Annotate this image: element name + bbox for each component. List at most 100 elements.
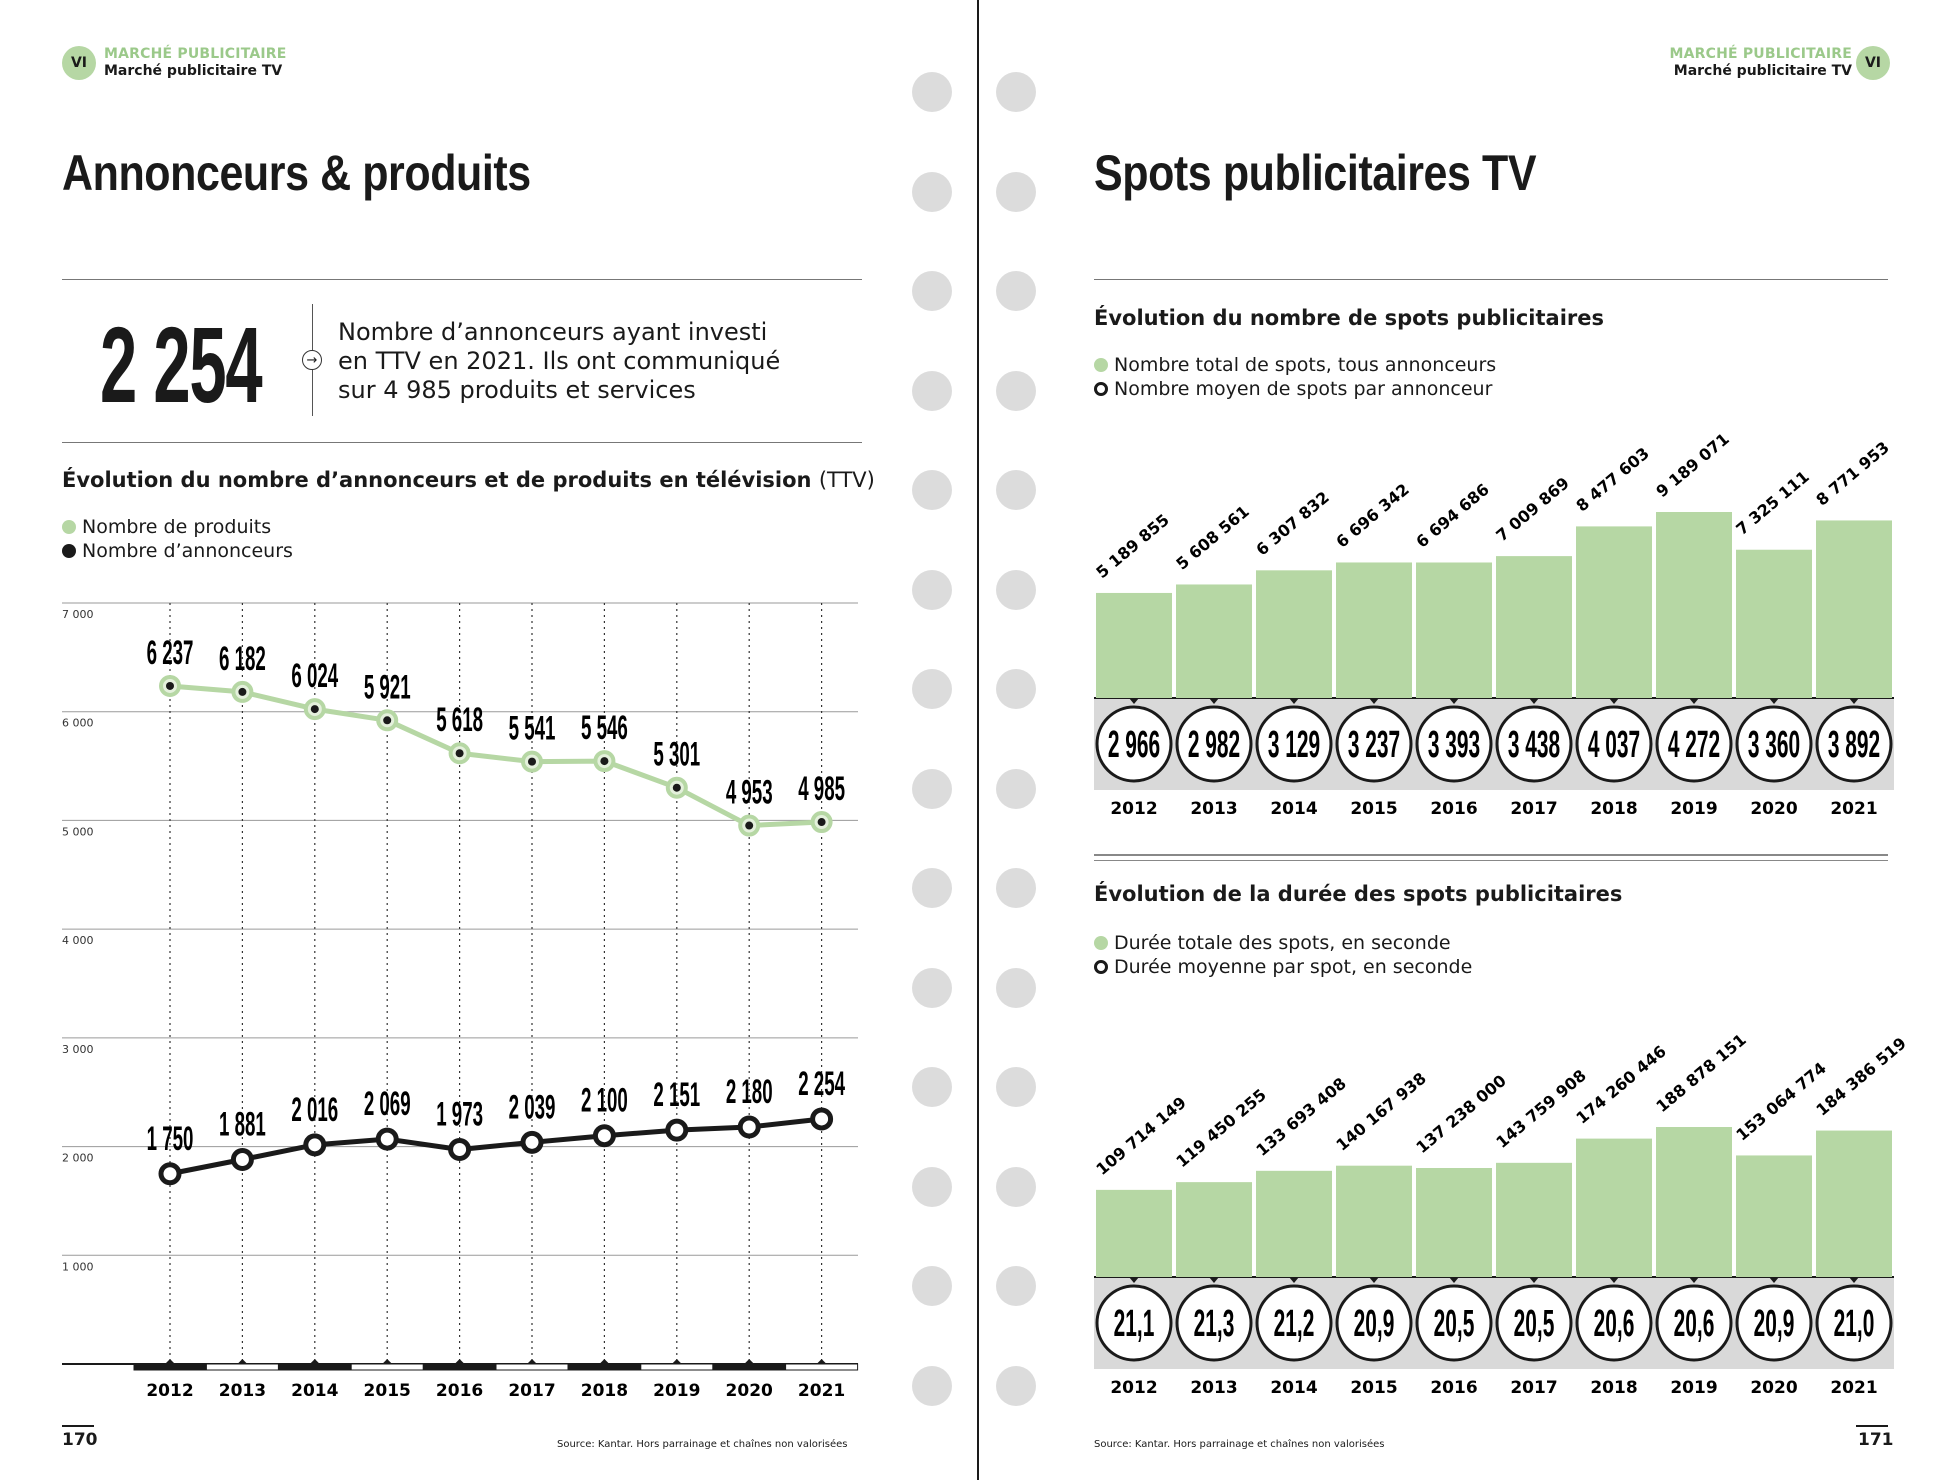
x-tick-label: 2012: [1110, 1378, 1157, 1398]
legend-label: Nombre moyen de spots par annonceur: [1114, 378, 1493, 400]
binder-ring: [912, 1067, 952, 1107]
binder-ring: [996, 1266, 1036, 1306]
x-tick-label: 2019: [1670, 1378, 1717, 1398]
data-label-annonceurs: 2 039: [509, 1087, 556, 1125]
point-annonceurs: [737, 1115, 761, 1139]
chart2-title: Évolution de la durée des spots publicit…: [1094, 882, 1623, 906]
axis-tick-marker: [382, 1359, 393, 1364]
average-circle: [1415, 705, 1493, 783]
axis-tick-marker: [165, 1359, 175, 1364]
binder-ring: [912, 171, 952, 212]
binder-ring: [996, 171, 1036, 212]
average-circle: [1655, 705, 1733, 783]
average-circle: [1095, 705, 1173, 783]
bar: [1576, 526, 1652, 698]
chart-title-text: Évolution du nombre d’annonceurs et de p…: [62, 468, 812, 492]
divider-top-right: [1094, 279, 1888, 280]
binder-ring: [912, 271, 952, 311]
legend-label: Nombre total de spots, tous annonceurs: [1114, 354, 1497, 376]
binder-ring: [912, 967, 952, 1008]
band-marker: [1849, 1277, 1859, 1283]
binder-ring: [912, 669, 952, 709]
legend-item-annonceurs: Nombre d’annonceurs: [62, 540, 293, 562]
y-tick-label: 1 000: [62, 1260, 94, 1273]
point-center: [166, 681, 174, 690]
point-annonceurs: [810, 1107, 834, 1131]
bar: [1576, 1138, 1652, 1277]
legend-swatch-green: [1094, 936, 1108, 950]
legend-item-produits: Nombre de produits: [62, 516, 271, 538]
page-number-left: 170: [62, 1430, 98, 1450]
legend-swatch-green: [1094, 358, 1108, 372]
axis-tick-marker: [816, 1359, 827, 1364]
data-label-produits: 5 618: [436, 700, 483, 738]
average-label: 21,2: [1274, 1303, 1315, 1345]
x-tick-label: 2013: [1190, 1378, 1237, 1398]
band-marker: [1449, 1277, 1459, 1283]
line-chart: 1 000 2 000 3 000 4 000 5 000 6 000 7 000 2012 2…: [62, 602, 859, 1401]
source-left: Source: Kantar. Hors parrainage et chaîn…: [557, 1439, 848, 1450]
average-label: 20,6: [1674, 1303, 1715, 1345]
average-label: 4 037: [1588, 724, 1640, 766]
data-label-produits: 4 953: [726, 773, 773, 811]
x-tick-label: 2014: [291, 1381, 338, 1401]
bar: [1096, 1189, 1172, 1277]
band-marker: [1609, 1277, 1619, 1283]
x-tick-label: 2014: [1270, 799, 1317, 819]
legend-swatch-ring: [1094, 960, 1108, 974]
binder-ring: [996, 470, 1036, 510]
data-label-annonceurs: 1 881: [219, 1105, 266, 1143]
binder-ring: [996, 669, 1036, 709]
band-marker: [1209, 1277, 1219, 1283]
average-circle: [1815, 705, 1893, 783]
band-marker: [1849, 698, 1859, 704]
x-tick-label: 2019: [653, 1381, 700, 1401]
bar: [1656, 1127, 1732, 1277]
binder-ring: [996, 569, 1036, 610]
binder-ring: [912, 1166, 952, 1207]
point-annonceurs: [158, 1162, 182, 1186]
chapter-badge-right: VI: [1856, 46, 1890, 80]
average-circle: [1815, 1284, 1893, 1362]
kpi-value: 2 254: [100, 304, 263, 425]
legend-swatch-ring: [1094, 382, 1108, 396]
page-title-left: Annonceurs & produits: [62, 145, 531, 201]
average-circle: [1495, 1284, 1573, 1362]
legend-label: Durée moyenne par spot, en seconde: [1114, 956, 1473, 978]
binder-ring: [996, 868, 1036, 908]
x-tick-label: 2015: [1350, 1378, 1397, 1398]
section-label-right: MARCHÉ PUBLICITAIRE: [1669, 46, 1852, 62]
average-circle: [1495, 705, 1573, 783]
average-circle: [1655, 1284, 1733, 1362]
x-tick-label: 2012: [146, 1381, 193, 1401]
binder-ring: [996, 1166, 1036, 1207]
band-marker: [1689, 698, 1699, 704]
band-marker: [1369, 698, 1379, 704]
x-tick-label: 2021: [798, 1381, 845, 1401]
data-label-annonceurs: 2 180: [726, 1072, 773, 1110]
point-center: [672, 783, 681, 792]
axis-tick-marker: [744, 1359, 755, 1364]
chart1-legend-total: Nombre total de spots, tous annonceurs: [1094, 354, 1496, 376]
x-tick-label: 2016: [1430, 799, 1477, 819]
x-tick-label: 2017: [508, 1381, 555, 1401]
axis-tick-marker: [527, 1359, 537, 1364]
binder-ring: [912, 370, 952, 411]
chart2-legend-total: Durée totale des spots, en seconde: [1094, 932, 1451, 954]
binder-ring: [996, 72, 1036, 112]
point-annonceurs: [592, 1124, 616, 1148]
average-circle: [1175, 705, 1253, 783]
x-tick-label: 2020: [1750, 799, 1797, 819]
x-tick-label: 2015: [1350, 799, 1397, 819]
average-label: 3 237: [1348, 724, 1400, 766]
y-tick-label: 6 000: [62, 717, 94, 730]
chart2-legend-average: Durée moyenne par spot, en seconde: [1094, 956, 1472, 978]
band-marker: [1689, 1277, 1699, 1283]
page-number-rule-left: [62, 1425, 94, 1427]
bar: [1176, 584, 1252, 698]
data-label-annonceurs: 2 151: [653, 1075, 700, 1113]
bar: [1736, 549, 1812, 698]
bar: [1096, 592, 1172, 698]
average-label: 20,9: [1354, 1303, 1395, 1345]
